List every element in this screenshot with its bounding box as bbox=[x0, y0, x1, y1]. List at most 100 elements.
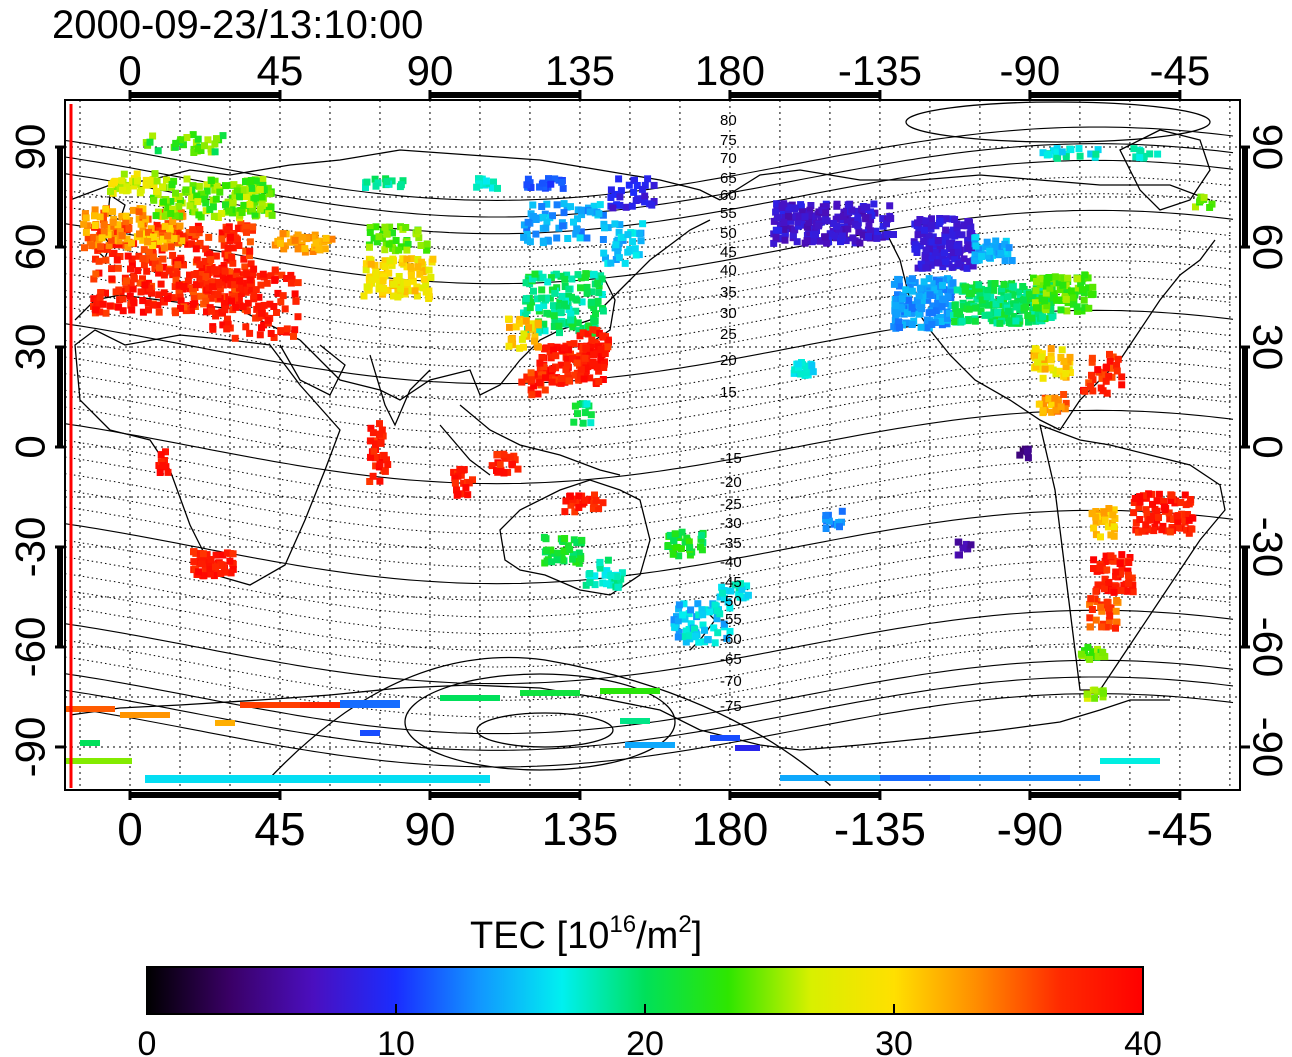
tec-point bbox=[567, 501, 575, 509]
tec-point bbox=[1106, 612, 1114, 620]
tec-point bbox=[523, 181, 531, 189]
tec-point bbox=[619, 233, 627, 241]
tec-point bbox=[402, 224, 410, 231]
tec-point bbox=[920, 278, 928, 286]
tec-point bbox=[1118, 564, 1126, 572]
tec-point bbox=[159, 462, 167, 469]
tec-point bbox=[1055, 296, 1063, 304]
tec-point bbox=[1022, 303, 1030, 311]
tec-point bbox=[842, 237, 850, 245]
tec-point bbox=[256, 331, 264, 339]
tec-point bbox=[574, 319, 582, 327]
tec-point bbox=[369, 429, 377, 437]
tec-point bbox=[961, 286, 969, 294]
tec-point bbox=[586, 208, 594, 216]
tec-point bbox=[931, 249, 939, 256]
colorbar-tick-label: 20 bbox=[626, 1025, 664, 1057]
tec-point bbox=[1032, 317, 1040, 325]
tec-point bbox=[166, 224, 173, 232]
tec-point bbox=[1001, 257, 1009, 265]
tec-point bbox=[1057, 306, 1065, 314]
tec-point bbox=[596, 558, 604, 566]
tec-point bbox=[219, 132, 227, 140]
tec-point bbox=[1089, 387, 1097, 395]
tec-point bbox=[523, 373, 531, 381]
tec-point bbox=[389, 229, 396, 237]
tec-point bbox=[566, 492, 574, 500]
tec-point bbox=[91, 206, 99, 214]
tec-point bbox=[414, 256, 422, 263]
tec-point bbox=[224, 251, 232, 259]
lon-label-top: -135 bbox=[838, 47, 922, 94]
tec-point bbox=[572, 230, 580, 238]
tec-point bbox=[835, 227, 843, 235]
tec-point bbox=[196, 261, 204, 269]
tec-point bbox=[451, 479, 459, 487]
tec-point bbox=[599, 211, 607, 219]
tec-point bbox=[281, 305, 289, 313]
tec-point bbox=[697, 543, 704, 551]
tec-point bbox=[176, 231, 184, 239]
tec-point bbox=[1062, 399, 1070, 407]
tec-point bbox=[575, 492, 583, 500]
tec-point bbox=[946, 245, 954, 253]
tec-point bbox=[381, 263, 389, 270]
tec-point bbox=[258, 324, 265, 332]
tec-point bbox=[1047, 305, 1055, 313]
tec-point bbox=[154, 147, 162, 155]
tec-point bbox=[528, 298, 536, 306]
tec-point bbox=[941, 249, 948, 257]
tec-point bbox=[189, 300, 197, 308]
tec-point bbox=[812, 230, 819, 238]
tec-point bbox=[1107, 552, 1115, 560]
tec-point bbox=[268, 211, 276, 219]
tec-point bbox=[231, 281, 239, 289]
tec-point bbox=[557, 308, 565, 316]
tec-point bbox=[929, 302, 937, 310]
tec-point bbox=[699, 611, 707, 619]
tec-point bbox=[1092, 531, 1100, 539]
tec-point bbox=[375, 233, 383, 241]
tec-point bbox=[1129, 588, 1137, 596]
tec-point bbox=[241, 286, 249, 294]
tec-point bbox=[680, 600, 688, 608]
tec-point bbox=[1102, 552, 1110, 560]
tec-point bbox=[677, 545, 685, 552]
tec-point bbox=[260, 206, 268, 214]
tec-point bbox=[367, 256, 375, 264]
tec-point bbox=[595, 378, 603, 385]
tec-point bbox=[1052, 406, 1060, 414]
tec-point bbox=[905, 296, 913, 304]
tec-point bbox=[637, 237, 645, 245]
tec-point bbox=[1033, 278, 1040, 285]
tec-point bbox=[1106, 357, 1114, 365]
tec-point bbox=[942, 226, 950, 234]
tec-point bbox=[744, 591, 752, 599]
tec-point bbox=[1089, 283, 1097, 291]
tec-point bbox=[231, 192, 239, 200]
tec-point bbox=[203, 551, 211, 559]
tec-point bbox=[1032, 287, 1040, 295]
tec-point bbox=[524, 218, 532, 226]
tec-point bbox=[951, 216, 959, 223]
tec-point bbox=[575, 549, 583, 557]
tec-point bbox=[1124, 567, 1132, 575]
contour-label: -55 bbox=[720, 611, 742, 628]
tec-point bbox=[535, 270, 543, 278]
tec-point bbox=[155, 237, 163, 245]
tec-point bbox=[403, 246, 411, 254]
tec-point bbox=[175, 193, 183, 200]
tec-point bbox=[375, 280, 383, 287]
tec-point bbox=[971, 317, 979, 325]
tec-point bbox=[139, 212, 147, 220]
tec-point bbox=[935, 287, 943, 295]
tec-point bbox=[139, 297, 147, 305]
tec-point bbox=[595, 367, 603, 375]
colorbar-tick-label: 30 bbox=[875, 1025, 913, 1057]
tec-point bbox=[624, 248, 632, 256]
tec-point bbox=[948, 263, 956, 271]
tec-point bbox=[111, 230, 119, 238]
tec-point bbox=[1085, 379, 1093, 387]
tec-point bbox=[1091, 686, 1099, 694]
